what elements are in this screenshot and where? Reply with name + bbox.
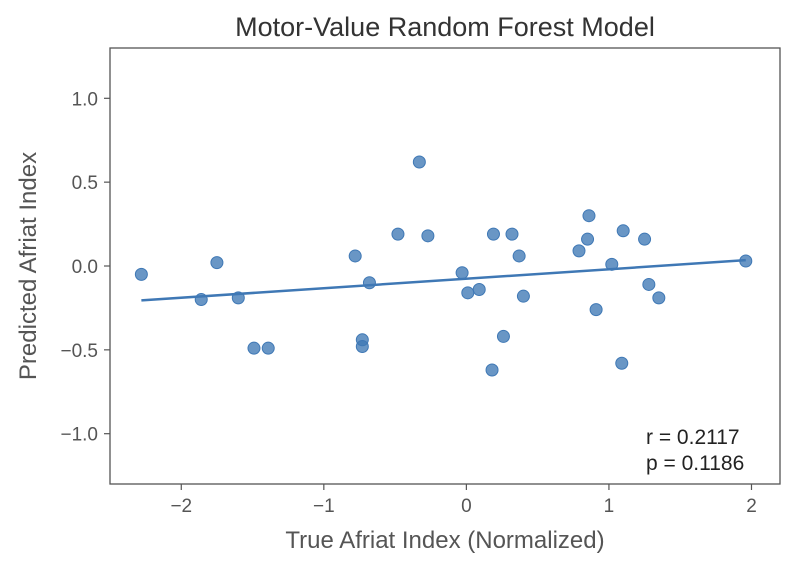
x-axis-label: True Afriat Index (Normalized): [285, 527, 604, 554]
y-tick-label: −1.0: [60, 425, 98, 446]
data-point-26: [589, 303, 603, 317]
y-tick-label: 0.5: [72, 173, 98, 194]
data-point-3: [210, 256, 224, 270]
y-tick-label: 0.0: [72, 257, 98, 278]
data-point-16: [472, 282, 486, 296]
data-point-13: [421, 229, 435, 243]
data-point-32: [652, 291, 666, 305]
y-tick-label: 1.0: [72, 89, 98, 110]
data-point-1: [134, 267, 148, 281]
x-axis: −2 −1 0 1 2: [170, 484, 757, 517]
x-tick-label: 1: [604, 496, 615, 517]
x-tick-label: 0: [461, 496, 472, 517]
data-point-18: [486, 227, 500, 241]
data-point-25: [582, 209, 596, 223]
p-value-annotation: p = 0.1186: [646, 452, 744, 475]
x-tick-label: −1: [313, 496, 335, 517]
x-tick-label: −2: [170, 496, 192, 517]
chart-title: Motor-Value Random Forest Model: [235, 12, 655, 42]
data-point-24: [581, 232, 595, 246]
y-axis-label: Predicted Afriat Index: [15, 152, 42, 380]
data-point-29: [616, 224, 630, 238]
data-point-22: [516, 289, 530, 303]
data-point-31: [642, 277, 656, 291]
plot-marks: [134, 155, 753, 377]
data-point-23: [572, 244, 586, 258]
data-point-5: [247, 341, 261, 355]
data-point-27: [605, 257, 619, 271]
y-axis: 1.0 0.5 0.0 −0.5 −1.0: [60, 89, 110, 446]
data-point-20: [505, 227, 519, 241]
plot-frame: [109, 47, 781, 485]
data-point-28: [615, 356, 629, 370]
data-point-7: [348, 249, 362, 263]
data-point-10: [362, 276, 376, 290]
r-value-annotation: r = 0.2117: [646, 426, 740, 449]
data-point-15: [461, 286, 475, 300]
data-point-21: [512, 249, 526, 263]
data-point-14: [455, 266, 469, 280]
data-point-9: [355, 339, 369, 353]
y-tick-label: −0.5: [60, 341, 98, 362]
data-point-17: [485, 363, 499, 377]
data-point-6: [261, 341, 275, 355]
data-point-19: [496, 329, 510, 343]
data-point-11: [391, 227, 405, 241]
data-point-30: [638, 232, 652, 246]
regression-line: [141, 258, 746, 302]
x-tick-label: 2: [746, 496, 757, 517]
data-point-12: [412, 155, 426, 169]
